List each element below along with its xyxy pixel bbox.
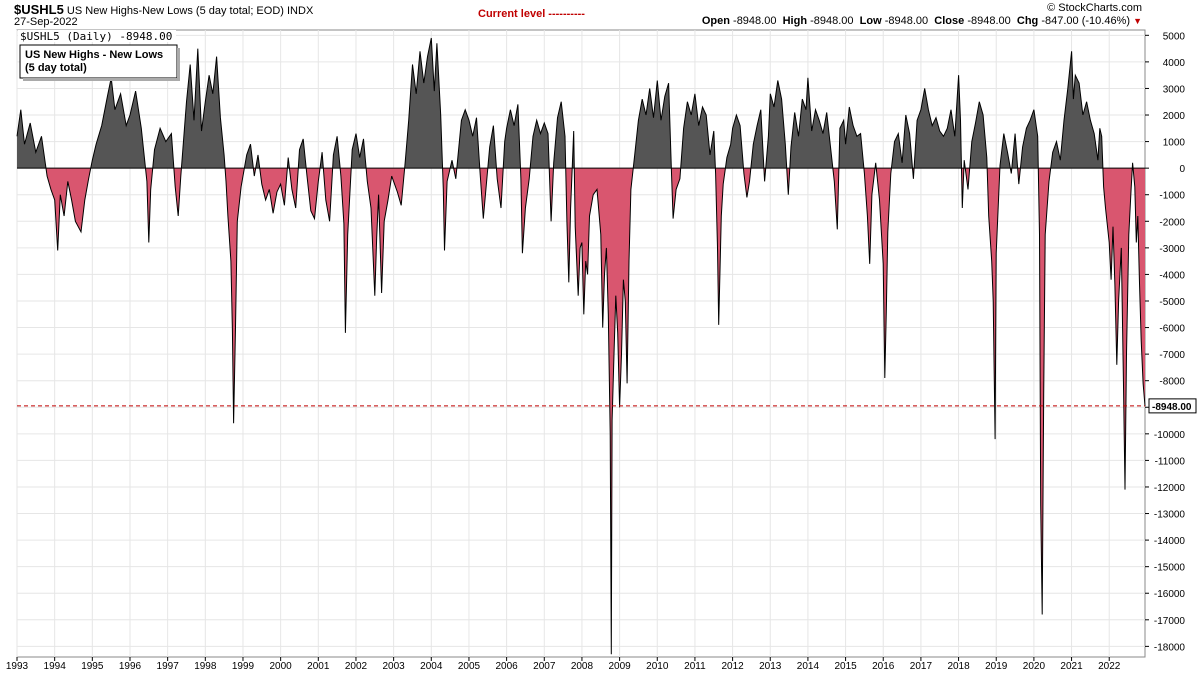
open-label: Open xyxy=(701,15,730,27)
y-tick-label: -5000 xyxy=(1159,297,1185,308)
x-tick-label: 2011 xyxy=(684,661,706,672)
x-tick-label: 2007 xyxy=(533,661,556,672)
series-line xyxy=(16,37,1146,655)
y-tick-label: -13000 xyxy=(1154,510,1186,521)
chart-date: 27-Sep-2022 xyxy=(14,16,78,28)
x-tick-label: 2021 xyxy=(1060,661,1083,672)
current-level-annotation: Current level ---------- xyxy=(478,8,585,20)
y-tick-label: -15000 xyxy=(1154,563,1186,574)
x-axis: 1993 1994 1995 1996 1997 1998 1999 2000 2001 2002… xyxy=(6,657,1121,672)
x-tick-label: 1998 xyxy=(194,661,217,672)
y-tick-label: -6000 xyxy=(1159,324,1185,335)
y-tick-label: 3000 xyxy=(1163,84,1186,95)
x-tick-label: 2016 xyxy=(872,661,895,672)
open-value: -8948.00 xyxy=(733,15,777,27)
legend-line-1: US New Highs - New Lows xyxy=(25,49,163,61)
low-label: Low xyxy=(859,15,882,27)
y-tick-label: -12000 xyxy=(1154,483,1186,494)
y-tick-label: -10000 xyxy=(1154,430,1186,441)
legend-line-2: (5 day total) xyxy=(25,62,87,74)
current-level-tag: -8948.00 xyxy=(1148,398,1197,414)
x-tick-label: 1994 xyxy=(44,661,67,672)
y-tick-label: -14000 xyxy=(1154,536,1186,547)
positive-area xyxy=(17,37,1145,169)
x-tick-label: 1997 xyxy=(157,661,180,672)
y-tick-label: -8000 xyxy=(1159,377,1185,388)
y-tick-label: 1000 xyxy=(1163,138,1186,149)
x-tick-label: 2005 xyxy=(458,661,481,672)
x-tick-label: 2013 xyxy=(759,661,782,672)
x-tick-label: 2014 xyxy=(797,661,820,672)
close-value: -8948.00 xyxy=(967,15,1011,27)
symbol-exchange: INDX xyxy=(287,5,314,17)
x-tick-label: 1999 xyxy=(232,661,255,672)
symbol-title: $USHL5 US New Highs-New Lows (5 day tota… xyxy=(14,2,313,17)
symbol-description: US New Highs-New Lows (5 day total; EOD) xyxy=(66,5,284,17)
grid-lines xyxy=(16,30,1145,657)
series-label-text: $USHL5 (Daily) -8948.00 xyxy=(20,30,172,43)
y-tick-label: -1000 xyxy=(1159,191,1185,202)
x-tick-label: 2003 xyxy=(383,661,406,672)
x-tick-label: 2018 xyxy=(947,661,970,672)
x-tick-label: 2015 xyxy=(834,661,857,672)
x-tick-label: 2006 xyxy=(495,661,518,672)
x-tick-label: 2019 xyxy=(985,661,1008,672)
x-tick-label: 2017 xyxy=(910,661,933,672)
x-tick-label: 1995 xyxy=(81,661,104,672)
current-level-tag-label: -8948.00 xyxy=(1152,402,1192,413)
y-tick-label: -7000 xyxy=(1159,350,1185,361)
x-tick-label: 2022 xyxy=(1098,661,1121,672)
chg-value: -847.00 (-10.46%) xyxy=(1041,15,1131,27)
y-tick-label: -18000 xyxy=(1154,642,1186,653)
down-triangle-icon: ▼ xyxy=(1133,16,1142,26)
x-tick-label: 1996 xyxy=(119,661,142,672)
ohlc-readout: Open -8948.00 High -8948.00 Low -8948.00… xyxy=(702,15,1142,27)
x-tick-label: 2000 xyxy=(270,661,293,672)
y-tick-label: -2000 xyxy=(1159,217,1185,228)
symbol-ticker: $USHL5 xyxy=(14,2,64,17)
high-value: -8948.00 xyxy=(810,15,854,27)
y-tick-label: 5000 xyxy=(1163,31,1186,42)
x-tick-label: 1993 xyxy=(6,661,29,672)
stockcharts-watermark: © StockCharts.com xyxy=(1047,2,1142,14)
x-tick-label: 2002 xyxy=(345,661,368,672)
legend-box: US New Highs - New Lows (5 day total) xyxy=(19,44,180,81)
y-tick-label: 4000 xyxy=(1163,58,1186,69)
x-tick-label: 2001 xyxy=(307,661,330,672)
negative-area xyxy=(17,168,1145,655)
y-axis: 5000 4000 3000 2000 1000 0 -1000 -2000 -3000 -400… xyxy=(1145,31,1185,653)
high-label: High xyxy=(782,15,808,27)
y-tick-label: -3000 xyxy=(1159,244,1185,255)
y-tick-label: 2000 xyxy=(1163,111,1186,122)
chg-label: Chg xyxy=(1016,15,1039,27)
series-label: $USHL5 (Daily) -8948.00 xyxy=(18,30,176,43)
x-tick-label: 2008 xyxy=(571,661,594,672)
y-tick-label: -16000 xyxy=(1154,589,1186,600)
data-areas xyxy=(16,37,1146,655)
x-tick-label: 2020 xyxy=(1023,661,1046,672)
y-tick-label: -11000 xyxy=(1155,456,1186,467)
close-label: Close xyxy=(934,15,965,27)
y-tick-label: -17000 xyxy=(1154,616,1186,627)
low-value: -8948.00 xyxy=(884,15,929,27)
y-tick-label: -4000 xyxy=(1159,270,1185,281)
y-tick-label: 0 xyxy=(1179,164,1185,175)
x-tick-label: 2004 xyxy=(420,661,443,672)
x-tick-label: 2009 xyxy=(608,661,631,672)
current-level-tag-box xyxy=(1148,398,1197,414)
x-tick-label: 2012 xyxy=(721,661,744,672)
x-tick-label: 2010 xyxy=(646,661,669,672)
